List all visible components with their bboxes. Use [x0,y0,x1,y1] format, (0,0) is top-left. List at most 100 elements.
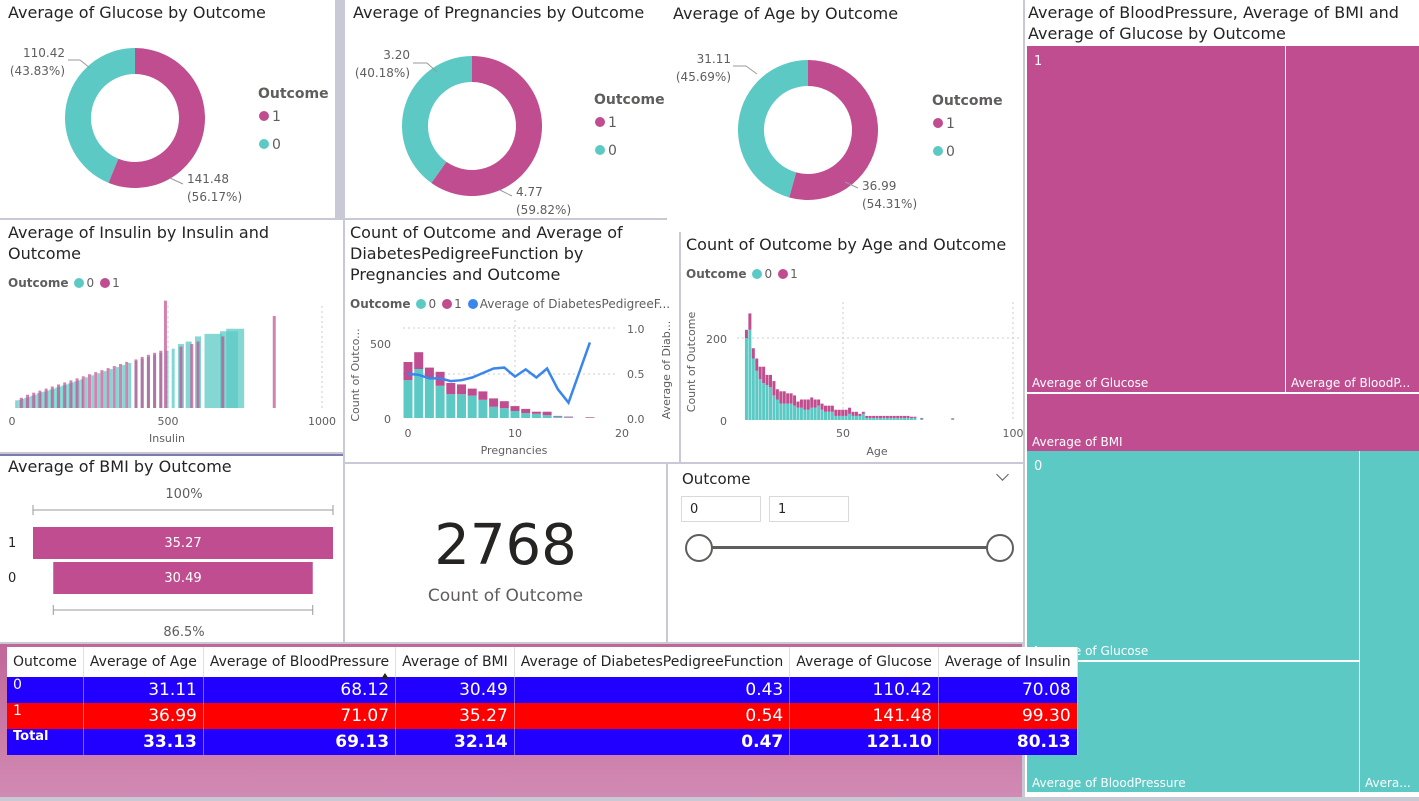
insulin-bar-1[interactable] [190,344,194,408]
insulin-bar-0[interactable] [36,393,40,408]
age-bar-1[interactable] [879,415,882,418]
insulin-bar-1[interactable] [125,361,129,408]
age-bar-0[interactable] [865,417,869,420]
insulin-bar-1[interactable] [88,374,91,408]
age-bar-1[interactable] [882,415,886,418]
age-bar-1[interactable] [751,348,755,359]
col-header[interactable]: Average of DiabetesPedigreeFunction [514,647,791,677]
age-bar-0[interactable] [748,329,752,420]
insulin-bar-1[interactable] [94,372,98,408]
age-bar-1[interactable] [920,417,924,419]
age-bar-0[interactable] [834,415,838,420]
age-bar-1[interactable] [782,391,786,404]
donut-slice-0[interactable] [738,60,808,198]
preg-bar-1[interactable] [424,367,434,379]
insulin-bar-1[interactable] [221,336,225,408]
slicer-max-input[interactable]: 1 [769,496,849,522]
age-bar-0[interactable] [951,419,955,420]
age-bar-1[interactable] [854,411,858,416]
col-header[interactable]: Average of Insulin [938,647,1078,677]
preg-bar-1[interactable] [457,384,466,395]
age-bar-0[interactable] [861,413,865,420]
insulin-bar-0[interactable] [84,377,88,408]
col-header[interactable]: Average of BMI [395,647,515,677]
col-header[interactable]: Average of Age [83,647,204,677]
insulin-bar-0[interactable] [18,399,22,408]
age-bar-0[interactable] [827,411,831,420]
age-bar-1[interactable] [813,399,817,408]
insulin-bar-0[interactable] [61,385,65,409]
insulin-bar-0[interactable] [70,382,74,408]
age-bar-1[interactable] [951,418,955,420]
insulin-bar-1[interactable] [26,394,29,408]
table-row[interactable]: 1 36.99 71.07 35.27 0.54 141.48 99.30 [7,703,1078,729]
treemap-tile-1-bmi[interactable]: Average of BMI [1027,393,1419,451]
age-bar-1[interactable] [906,415,910,418]
insulin-bar-0[interactable] [226,328,245,408]
age-bar-1[interactable] [903,415,907,418]
insulin-bar-1[interactable] [81,376,85,408]
age-bar-1[interactable] [744,329,748,338]
insulin-bar-0[interactable] [128,363,132,408]
age-bar-0[interactable] [769,387,772,420]
preg-bar-0[interactable] [478,399,488,418]
age-bar-1[interactable] [824,405,827,412]
preg-bar-0[interactable] [457,394,466,418]
age-bar-1[interactable] [851,411,855,416]
legend-label-0[interactable]: 0 [272,137,281,153]
preg-bar-0[interactable] [424,378,434,418]
treemap-tile-0-bloodpressure[interactable]: Average of BloodPressure [1027,661,1360,792]
age-bar-1[interactable] [762,366,766,384]
insulin-bar-0[interactable] [185,341,192,408]
age-bar-0[interactable] [844,415,848,420]
insulin-bar-0[interactable] [122,365,126,408]
age-bar-0[interactable] [796,407,800,420]
preg-bar-0[interactable] [414,369,424,418]
age-bar-0[interactable] [820,409,824,420]
age-bar-0[interactable] [810,407,814,420]
insulin-bar-0[interactable] [171,348,175,408]
age-bar-0[interactable] [913,417,917,420]
preg-bar-1[interactable] [531,411,541,414]
age-bar-0[interactable] [813,407,817,420]
insulin-bar-0[interactable] [204,333,223,408]
insulin-bar-0[interactable] [27,396,31,408]
age-bar-0[interactable] [851,415,855,420]
preg-bar-0[interactable] [531,413,541,418]
age-bar-0[interactable] [830,411,834,420]
age-bar-1[interactable] [913,416,917,418]
preg-bar-1[interactable] [499,401,509,409]
insulin-bar-0[interactable] [80,379,84,408]
age-bar-1[interactable] [834,409,838,416]
age-bar-0[interactable] [841,415,845,420]
table-total-row[interactable]: Total 33.13 69.13 32.14 0.47 121.10 80.1… [7,729,1078,755]
preg-bar-0[interactable] [435,385,445,418]
insulin-bar-1[interactable] [112,366,116,408]
legend-label-0[interactable]: 0 [764,267,773,281]
insulin-bar-1[interactable] [106,368,110,408]
age-bar-1[interactable] [803,399,807,410]
insulin-bar-0[interactable] [97,373,101,408]
age-bar-0[interactable] [889,417,893,420]
age-bar-1[interactable] [830,405,834,412]
insulin-bar-1[interactable] [69,380,73,408]
age-bar-1[interactable] [909,416,913,418]
age-bar-0[interactable] [896,417,900,420]
preg-bar-0[interactable] [499,408,509,418]
legend-label-0[interactable]: 0 [608,143,617,159]
age-bar-0[interactable] [882,417,886,420]
insulin-bar-1[interactable] [63,382,67,408]
age-bar-0[interactable] [786,403,790,420]
age-bar-0[interactable] [906,417,910,420]
age-bar-0[interactable] [806,409,810,420]
insulin-bar-0[interactable] [103,371,107,408]
age-bar-0[interactable] [799,407,803,420]
age-bar-1[interactable] [872,415,876,418]
age-bar-0[interactable] [775,399,779,421]
treemap-tile-0-bmi[interactable]: Avera... [1360,451,1419,792]
age-bar-0[interactable] [854,415,858,420]
donut-slice-1[interactable] [431,56,542,196]
age-bar-0[interactable] [903,417,907,420]
insulin-bar-0[interactable] [109,369,113,408]
insulin-bar-0[interactable] [43,391,47,408]
